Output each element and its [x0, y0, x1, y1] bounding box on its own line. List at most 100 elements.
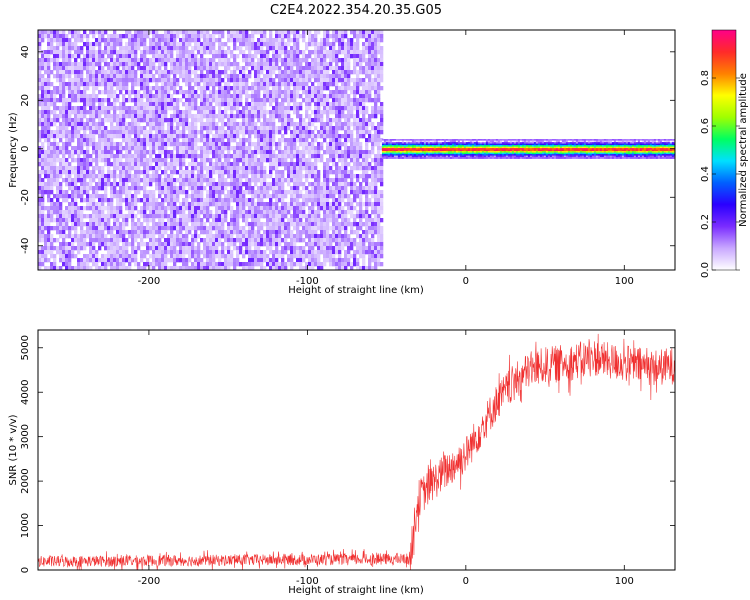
heatmap-cell [317, 206, 321, 211]
heatmap-cell [167, 142, 171, 147]
heatmap-cell [182, 30, 186, 35]
heatmap-cell [212, 182, 216, 187]
heatmap-cell [227, 170, 231, 175]
heatmap-cell [239, 242, 243, 247]
heatmap-cell [170, 230, 174, 235]
heatmap-cell [77, 66, 81, 71]
heatmap-cell [239, 142, 243, 147]
heatmap-cell [116, 254, 120, 259]
heatmap-cell [50, 42, 54, 47]
heatmap-cell [128, 210, 132, 215]
heatmap-cell [38, 190, 42, 195]
heatmap-cell [50, 130, 54, 135]
heatmap-cell [44, 222, 48, 227]
heatmap-cell [161, 122, 165, 127]
heatmap-cell [203, 174, 207, 179]
heatmap-cell [164, 246, 168, 251]
heatmap-cell [218, 78, 222, 83]
heatmap-cell [323, 210, 327, 215]
heatmap-cell [275, 106, 279, 111]
heatmap-cell [326, 34, 330, 39]
heatmap-cell [269, 170, 273, 175]
heatmap-cell [317, 86, 321, 91]
heatmap-cell [77, 70, 81, 75]
heatmap-cell [221, 206, 225, 211]
heatmap-cell [308, 102, 312, 107]
heatmap-cell [62, 98, 66, 103]
heatmap-cell [284, 166, 288, 171]
heatmap-cell [86, 182, 90, 187]
heatmap-cell [173, 258, 177, 263]
heatmap-cell [293, 134, 297, 139]
heatmap-cell [95, 126, 99, 131]
heatmap-cell [278, 218, 282, 223]
heatmap-cell [272, 226, 276, 231]
heatmap-cell [260, 258, 264, 263]
heatmap-cell [320, 86, 324, 91]
heatmap-cell [203, 122, 207, 127]
heatmap-cell [110, 42, 114, 47]
heatmap-cell [284, 206, 288, 211]
heatmap-cell [38, 246, 42, 251]
heatmap-cell [92, 202, 96, 207]
heatmap-cell [278, 30, 282, 35]
heatmap-cell [221, 58, 225, 63]
heatmap-cell [176, 150, 180, 155]
heatmap-cell [56, 142, 60, 147]
heatmap-cell [197, 78, 201, 83]
heatmap-cell [38, 114, 42, 119]
heatmap-cell [242, 50, 246, 55]
heatmap-cell [98, 158, 102, 163]
heatmap-cell [170, 114, 174, 119]
heatmap-cell [125, 154, 129, 159]
heatmap-cell [326, 238, 330, 243]
heatmap-cell [104, 178, 108, 183]
heatmap-cell [173, 118, 177, 123]
heatmap-cell [155, 186, 159, 191]
heatmap-cell [224, 254, 228, 259]
heatmap-cell [65, 102, 69, 107]
heatmap-cell [161, 130, 165, 135]
heatmap-cell [128, 126, 132, 131]
heatmap-cell [80, 262, 84, 267]
heatmap-cell [308, 166, 312, 171]
heatmap-cell [101, 78, 105, 83]
heatmap-cell [275, 42, 279, 47]
heatmap-cell [272, 238, 276, 243]
heatmap-cell [263, 186, 267, 191]
heatmap-cell [314, 70, 318, 75]
heatmap-cell [305, 98, 309, 103]
heatmap-cell [194, 30, 198, 35]
heatmap-cell [119, 202, 123, 207]
heatmap-cell [305, 266, 309, 270]
heatmap-cell [209, 94, 213, 99]
heatmap-cell [77, 206, 81, 211]
heatmap-cell [227, 78, 231, 83]
heatmap-cell [287, 90, 291, 95]
heatmap-cell [269, 146, 273, 151]
heatmap-cell [170, 58, 174, 63]
heatmap-cell [59, 114, 63, 119]
heatmap-cell [47, 110, 51, 115]
heatmap-cell [221, 150, 225, 155]
heatmap-cell [269, 34, 273, 39]
heatmap-cell [71, 186, 75, 191]
heatmap-cell [119, 186, 123, 191]
heatmap-cell [293, 54, 297, 59]
heatmap-cell [221, 162, 225, 167]
heatmap-cell [284, 90, 288, 95]
heatmap-cell [83, 198, 87, 203]
heatmap-cell [269, 78, 273, 83]
heatmap-cell [179, 74, 183, 79]
heatmap-cell [164, 170, 168, 175]
heatmap-cell [272, 66, 276, 71]
heatmap-cell [59, 54, 63, 59]
heatmap-cell [83, 242, 87, 247]
heatmap-cell [83, 154, 87, 159]
heatmap-cell [95, 266, 99, 270]
heatmap-cell [104, 130, 108, 135]
heatmap-cell [44, 206, 48, 211]
heatmap-cell [299, 150, 303, 155]
heatmap-cell [248, 34, 252, 39]
heatmap-cell [221, 166, 225, 171]
